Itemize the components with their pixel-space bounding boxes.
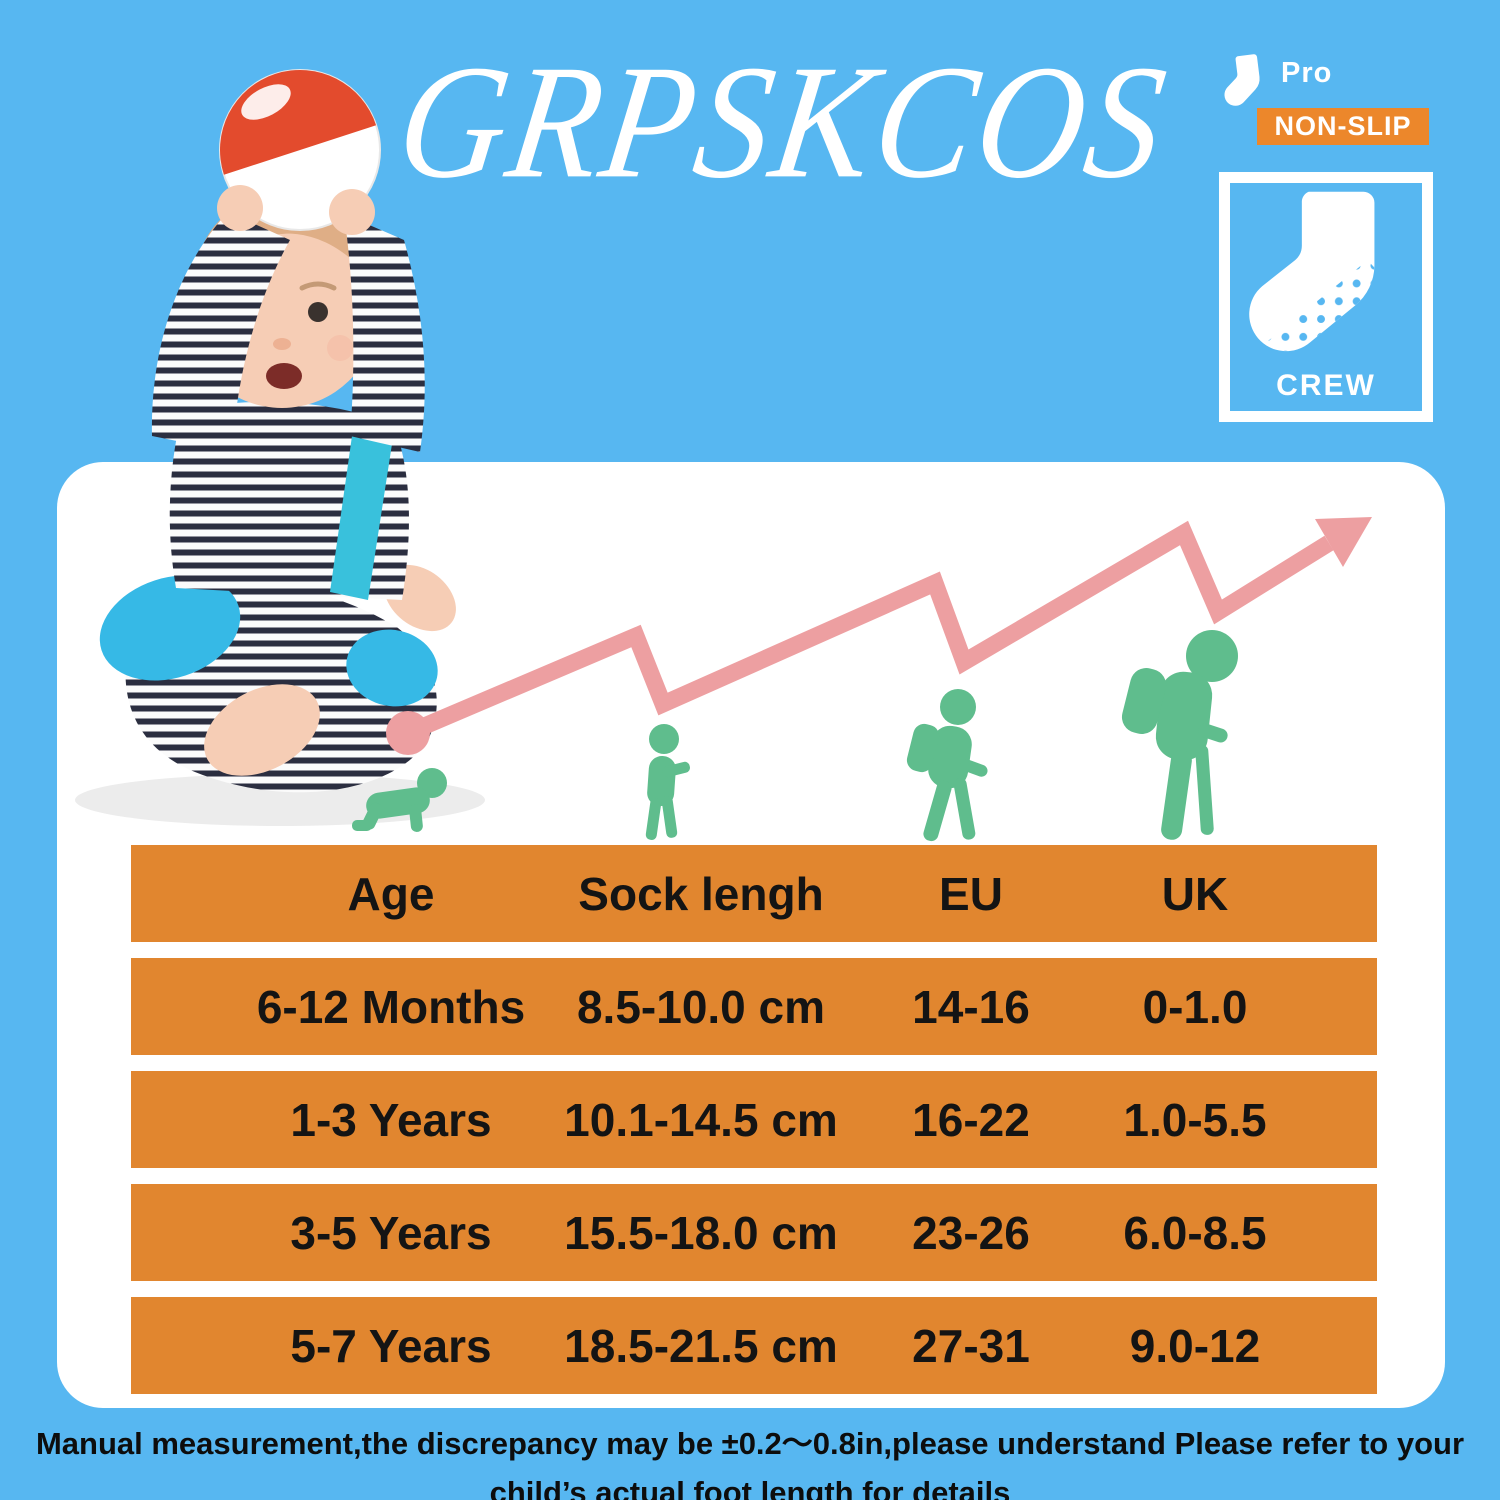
cell-sock-length: 15.5-18.0 cm [564,1206,838,1259]
cell-age: 1-3 Years [290,1093,492,1146]
cell-age: 6-12 Months [256,980,526,1033]
brand-title: GRPSKCOS [388,32,1178,213]
col-header-age: Age [347,867,435,920]
disclaimer-line-1: Manual measurement,the discrepancy may b… [35,1426,1465,1461]
cell-sock-length: 18.5-21.5 cm [564,1319,838,1372]
sock-icon [1224,54,1260,106]
cell-eu: 27-31 [912,1319,1030,1372]
cell-eu: 16-22 [912,1093,1030,1146]
crew-label: CREW [1276,369,1376,402]
crew-sock-box: CREW [1219,172,1433,422]
cell-uk: 1.0-5.5 [1123,1093,1267,1146]
beach-ball [219,69,381,231]
crew-sock-icon [1249,191,1375,352]
cell-uk: 9.0-12 [1129,1319,1261,1372]
col-header-sock-length: Sock lengh [578,867,824,920]
size-chart-table: Age Sock lengh EU UK 6-12 Months 8.5-10.… [131,845,1377,1410]
table-row: 1-3 Years 10.1-14.5 cm 16-22 1.0-5.5 [131,1071,1377,1168]
cell-uk: 6.0-8.5 [1123,1206,1267,1259]
cell-age: 5-7 Years [290,1319,492,1372]
non-slip-badge: NON-SLIP [1257,108,1429,145]
pro-label: Pro [1281,57,1333,89]
table-row: 5-7 Years 18.5-21.5 cm 27-31 9.0-12 [131,1297,1377,1394]
disclaimer-text: Manual measurement,the discrepancy may b… [0,1419,1500,1500]
table-header-row: Age Sock lengh EU UK [131,845,1377,942]
table-row: 3-5 Years 15.5-18.0 cm 23-26 6.0-8.5 [131,1184,1377,1281]
col-header-eu: EU [939,867,1003,920]
table-row: 6-12 Months 8.5-10.0 cm 14-16 0-1.0 [131,958,1377,1055]
cell-sock-length: 10.1-14.5 cm [564,1093,838,1146]
col-header-uk: UK [1161,867,1229,920]
cell-eu: 14-16 [912,980,1030,1033]
disclaimer-line-2: child’s actual foot length for details [489,1475,1011,1500]
cell-uk: 0-1.0 [1142,980,1248,1033]
cell-eu: 23-26 [912,1206,1030,1259]
cell-sock-length: 8.5-10.0 cm [576,980,826,1033]
cell-age: 3-5 Years [290,1206,492,1259]
